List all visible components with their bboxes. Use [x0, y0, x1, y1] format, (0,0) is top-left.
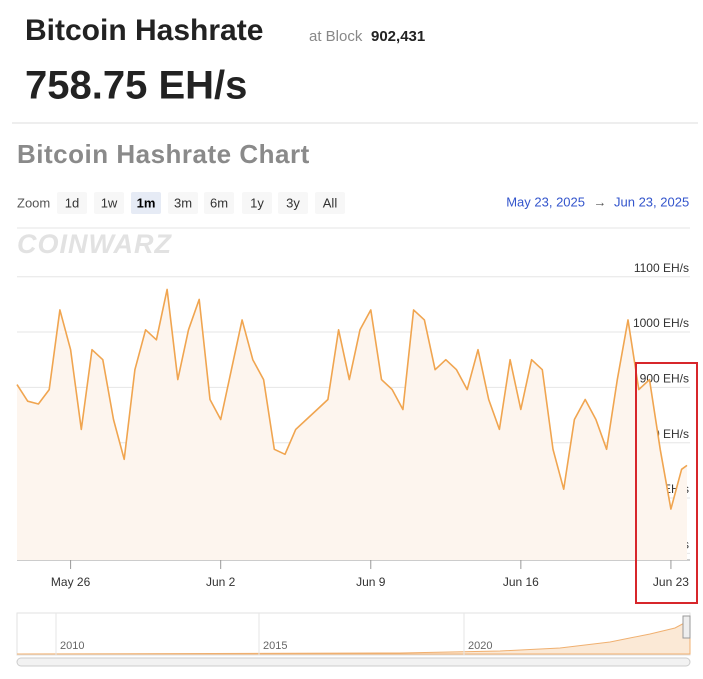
- line: [16, 288, 688, 510]
- zoom-option[interactable]: 3m: [174, 195, 192, 210]
- zoom-option[interactable]: 1d: [65, 195, 79, 210]
- highlight-box: [635, 362, 698, 604]
- x-tick-label: Jun 16: [503, 575, 539, 589]
- area: [17, 289, 687, 560]
- x-tick-label: Jun 9: [356, 575, 386, 589]
- zoom-option[interactable]: All: [323, 195, 338, 210]
- title: Bitcoin Hashrate: [25, 14, 263, 47]
- zoom-button[interactable]: [168, 192, 198, 214]
- zoom-button[interactable]: [242, 192, 272, 214]
- block-prefix: at Block: [309, 28, 363, 45]
- zoom-label: Zoom: [17, 195, 50, 210]
- zoom-button[interactable]: [94, 192, 124, 214]
- zoom-option[interactable]: 1w: [101, 195, 118, 210]
- date-from[interactable]: May 23, 2025: [506, 194, 585, 209]
- watermark: COINWARZ: [17, 229, 172, 259]
- hashrate-value: 758.75 EH/s: [25, 64, 247, 108]
- zoom-option[interactable]: 3y: [286, 195, 300, 210]
- y-tick-label: 1100 EH/s: [634, 261, 689, 275]
- navigator-label: 2010: [60, 640, 84, 652]
- zoom-button[interactable]: [131, 192, 161, 214]
- zoom-button[interactable]: [57, 192, 87, 214]
- zoom-button[interactable]: [204, 192, 234, 214]
- y-tick-label: 900 EH/s: [640, 372, 689, 386]
- x-tick-label: May 26: [51, 575, 91, 589]
- block-number: 902,431: [371, 28, 425, 45]
- navigator-label: 2020: [468, 640, 492, 652]
- date-to[interactable]: Jun 23, 2025: [614, 194, 689, 209]
- scrollbar[interactable]: [16, 657, 691, 667]
- zoom-button[interactable]: [278, 192, 308, 214]
- chart-title: Bitcoin Hashrate Chart: [17, 139, 310, 169]
- zoom-option[interactable]: 1y: [250, 195, 264, 210]
- navigator-handle[interactable]: [682, 615, 691, 639]
- zoom-option[interactable]: 6m: [210, 195, 228, 210]
- x-tick-label: Jun 23: [653, 575, 689, 589]
- y-tick-label: 1000 EH/s: [633, 316, 689, 330]
- zoom-option[interactable]: 1m: [137, 195, 156, 210]
- navigator-label: 2015: [263, 640, 287, 652]
- date-arrow: →: [594, 194, 607, 209]
- x-tick-label: Jun 2: [206, 575, 236, 589]
- zoom-button[interactable]: [315, 192, 345, 214]
